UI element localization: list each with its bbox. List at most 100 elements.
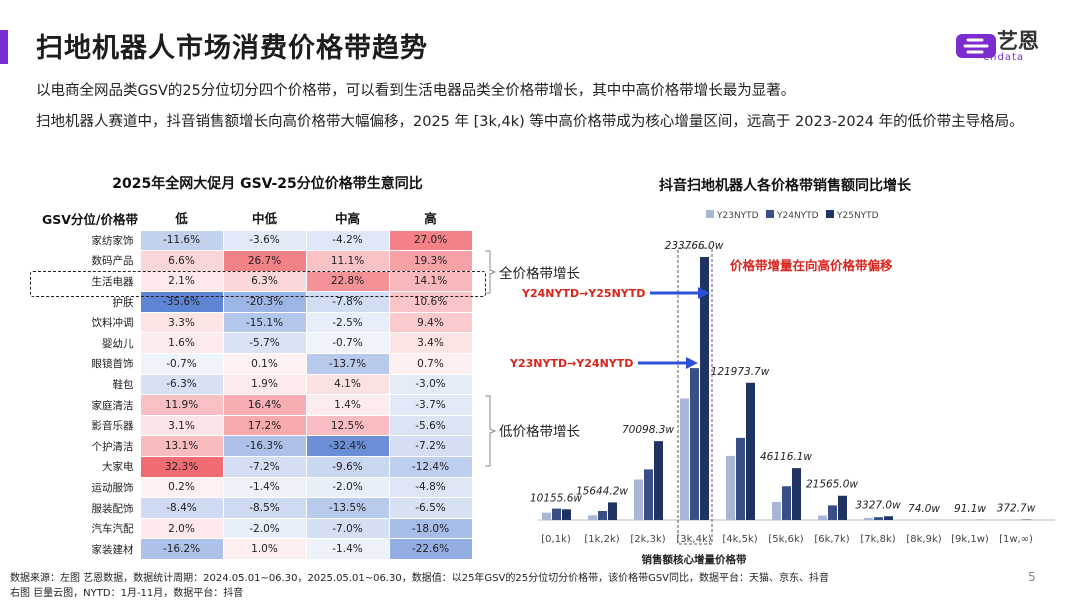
x-tick-label: [1w,∞) — [999, 534, 1033, 545]
bar-value-label: 21565.0w — [806, 479, 858, 491]
heatmap-cell: -16.3% — [222, 435, 307, 458]
bar-y24nytd — [644, 469, 653, 520]
heatmap-cell: 3.1% — [139, 414, 224, 437]
heatmap-col-mid-high: 中高 — [334, 211, 360, 227]
bar-y25nytd — [792, 468, 801, 520]
heatmap-table: GSV分位/价格带 低 中低 中高 高 家纺家饰 -11.6% -3.6% -4.2%… — [40, 206, 473, 560]
bar-chart: 抖音扫地机器人各价格带销售额同比增长 Y23NYTD Y24NYTD Y25NYTD [… — [509, 177, 1055, 566]
arrow-head-24-25-icon — [698, 287, 710, 299]
bar-y23nytd — [634, 479, 643, 520]
legend-label-y23nytd: Y23NYTD — [716, 211, 759, 221]
heatmap-cell: -6.5% — [388, 497, 473, 519]
bar-y23nytd — [588, 515, 597, 520]
bar-y25nytd — [746, 382, 755, 520]
title-accent-bar — [0, 30, 8, 64]
red-annotation: 价格带增量在向高价格带偏移 — [730, 258, 893, 273]
heatmap-cell: -5.7% — [222, 332, 307, 355]
bar-value-label: 372.7w — [997, 503, 1036, 515]
heatmap-row-label: 运动服饰 — [91, 481, 134, 494]
footnote-line-2: 右图 巨量云图，NYTD：1月-11月，数据平台：抖音 — [10, 588, 244, 599]
logo-text: 艺恩 — [997, 29, 1039, 53]
heatmap-cell: -16.2% — [139, 538, 224, 560]
heatmap-cell: 27.0% — [388, 229, 473, 252]
heatmap-cell: 6.6% — [139, 250, 224, 272]
legend-label-y24nytd: Y24NYTD — [776, 211, 819, 221]
highlight-dashed-box — [30, 271, 486, 297]
heatmap-cell: 1.0% — [222, 538, 307, 560]
brace-low-growth-label: 低价格带增长 — [499, 424, 580, 440]
x-tick-label: [6k,7k) — [814, 534, 849, 545]
heatmap-cell: -22.6% — [388, 538, 473, 560]
legend-swatch-y25nytd — [826, 210, 834, 218]
heatmap-cell: 6.3% — [222, 270, 307, 293]
heatmap-cell: -1.4% — [222, 476, 307, 499]
heatmap-cell: -3.0% — [388, 373, 473, 396]
heatmap-row: 家装建材 -16.2% 1.0% -1.4% -22.6% — [40, 538, 473, 560]
bar-y23nytd — [726, 455, 735, 520]
bar-y23nytd — [818, 515, 827, 520]
bar-y23nytd — [772, 502, 781, 520]
bar-y24nytd — [828, 505, 837, 520]
heatmap-cell: 1.4% — [305, 394, 390, 416]
heatmap-cell: 14.1% — [388, 270, 473, 293]
heatmap-cell: 13.1% — [139, 435, 224, 458]
heatmap-cell: -13.7% — [305, 353, 390, 375]
x-axis-label: 销售额核心增量价格带 — [642, 553, 747, 566]
heatmap-cell: -3.6% — [222, 229, 307, 252]
heatmap-row: 大家电 32.3% -7.2% -9.6% -12.4% — [40, 456, 473, 478]
heatmap-cell: -5.6% — [388, 414, 473, 437]
endata-logo — [956, 34, 996, 58]
heatmap-cell: 0.2% — [139, 476, 224, 499]
bar-y25nytd — [838, 495, 847, 520]
bar-y24nytd — [690, 368, 699, 520]
heatmap-cell: -2.0% — [305, 476, 390, 499]
heatmap-row: 家庭清洁 11.9% 16.4% 1.4% -3.7% — [40, 394, 473, 416]
heatmap-cell: -8.5% — [222, 497, 307, 519]
legend-label-y25nytd: Y25NYTD — [836, 211, 879, 221]
bar-value-label: 70098.3w — [622, 424, 674, 436]
bar-y24nytd — [598, 511, 607, 520]
heatmap-row: 家纺家饰 -11.6% -3.6% -4.2% 27.0% — [40, 229, 473, 252]
heatmap-cell: 16.4% — [222, 394, 307, 416]
bar-value-label: 74.0w — [908, 503, 940, 515]
heatmap-cell: -4.2% — [305, 229, 390, 252]
heatmap-col-mid-low: 中低 — [251, 211, 277, 227]
heatmap-cell: 11.9% — [139, 394, 224, 416]
heatmap-row: 饮料冲调 3.3% -15.1% -2.5% 9.4% — [40, 311, 473, 334]
heatmap-row-label: 汽车汽配 — [91, 523, 134, 536]
heatmap-row-label: 家庭清洁 — [91, 399, 134, 412]
arrow-head-23-24-icon — [686, 357, 698, 369]
heatmap-cell: -15.1% — [222, 311, 307, 334]
heatmap-cell: 0.1% — [222, 353, 307, 375]
heatmap-cell: 2.0% — [139, 517, 224, 540]
heatmap-row-label: 个护清洁 — [91, 440, 134, 453]
heatmap-row-label: 眼镜首饰 — [91, 358, 134, 371]
bar-y25nytd — [654, 441, 663, 520]
page-title: 扫地机器人市场消费价格带趋势 — [36, 33, 428, 64]
x-tick-label: [3k,4k) — [676, 534, 711, 545]
bar-chart-title: 抖音扫地机器人各价格带销售额同比增长 — [659, 177, 912, 194]
bar-y24nytd — [782, 486, 791, 520]
heatmap-cell: -8.4% — [139, 497, 224, 519]
heatmap-cell: -9.6% — [305, 456, 390, 478]
heatmap-cell: 3.3% — [139, 311, 224, 334]
heatmap-row: 数码产品 6.6% 26.7% 11.1% 19.3% — [40, 250, 473, 272]
heatmap-row-label: 大家电 — [102, 461, 134, 474]
heatmap-cell: 17.2% — [222, 414, 307, 437]
heatmap-cell: -32.4% — [305, 435, 390, 458]
heatmap-row-label: 护肤 — [112, 296, 134, 309]
heatmap-cell: 0.7% — [388, 353, 473, 375]
heatmap-row-header: GSV分位/价格带 — [41, 211, 138, 227]
bar-value-label: 46116.1w — [760, 451, 812, 463]
heatmap-cell: -3.7% — [388, 394, 473, 416]
heatmap-row: 生活电器 2.1% 6.3% 22.8% 14.1% — [40, 270, 473, 293]
heatmap-cell: -2.0% — [222, 517, 307, 540]
bar-y23nytd — [680, 398, 689, 520]
bar-y24nytd — [736, 437, 745, 520]
x-tick-label: [9k,1w) — [951, 534, 989, 545]
x-tick-label: [5k,6k) — [768, 534, 803, 545]
heatmap-row-label: 婴幼儿 — [102, 337, 134, 350]
heatmap-cell: -1.4% — [305, 538, 390, 560]
heatmap-cell: -12.4% — [388, 456, 473, 478]
heatmap-cell: 19.3% — [388, 250, 473, 272]
